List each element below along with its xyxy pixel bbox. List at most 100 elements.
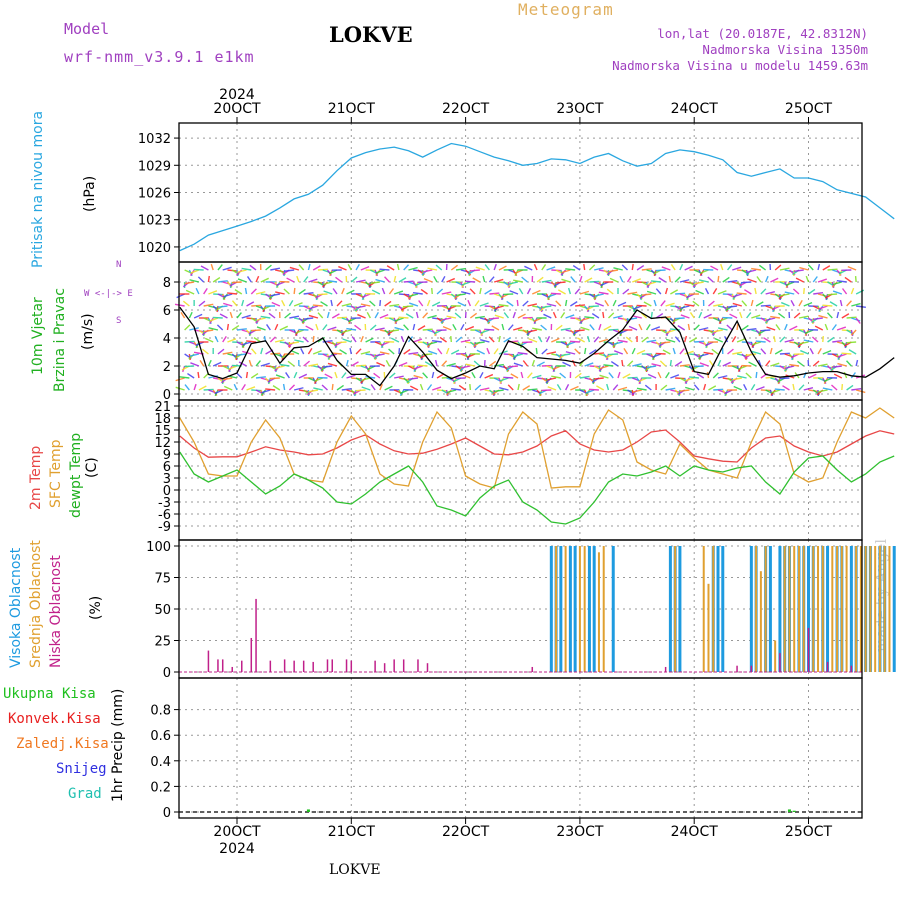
- wind-barb: [303, 317, 314, 320]
- wind-barb: [288, 384, 296, 391]
- wind-barb: [341, 372, 347, 379]
- wind-barb: [479, 387, 490, 391]
- wind-barb: [317, 293, 328, 296]
- wind-barb: [457, 301, 466, 307]
- mid-cloud-bar: [783, 546, 786, 672]
- temp-ytick-label: -6: [158, 508, 171, 523]
- wind-barb: [583, 263, 586, 271]
- wind-barb: [373, 372, 381, 379]
- wind-barb: [197, 276, 205, 283]
- wind-barb: [579, 275, 583, 283]
- wind-barb: [375, 269, 385, 274]
- wind-barb: [837, 362, 847, 367]
- wind-barb: [293, 371, 298, 379]
- wind-barb: [460, 365, 471, 369]
- wind-barb: [737, 365, 747, 370]
- wind-barb: [608, 353, 619, 356]
- wind-barb: [545, 335, 551, 343]
- wind-barb: [763, 337, 771, 343]
- wind-barb: [244, 287, 248, 295]
- wind-barb: [850, 329, 854, 337]
- wind-barb: [250, 329, 261, 332]
- wind-barb: [822, 335, 825, 343]
- wind-barb: [420, 288, 428, 295]
- wind-barb: [670, 389, 680, 393]
- wind-barb: [493, 278, 504, 283]
- wind-barb: [491, 325, 500, 331]
- bottom-day-label: 22OCT: [442, 824, 490, 840]
- wind-barb: [450, 387, 461, 391]
- wind-barb: [693, 324, 700, 331]
- wind-barb: [360, 281, 371, 285]
- wind-barb: [465, 325, 475, 331]
- wind-barb: [552, 311, 557, 319]
- station-title: LOKVE: [329, 22, 413, 47]
- wind-barb: [208, 290, 218, 295]
- wind-barb: [841, 383, 844, 391]
- wind-barb: [775, 324, 781, 331]
- low-cloud-bar: [807, 627, 810, 672]
- wind-barb: [498, 265, 507, 271]
- wind-barb: [398, 377, 409, 381]
- wind-barb: [800, 349, 809, 355]
- wind-barb: [617, 339, 628, 343]
- wind-barb: [723, 335, 729, 343]
- wind-barb: [446, 293, 457, 297]
- wind-barb: [265, 388, 276, 391]
- wind-barb: [755, 371, 758, 379]
- wind-barb: [736, 338, 746, 343]
- wind-barb: [327, 362, 338, 367]
- wind-barb: [450, 335, 453, 343]
- wind-barb: [527, 303, 538, 307]
- wind-barb: [222, 377, 233, 381]
- wind-barb: [848, 349, 857, 355]
- wind-barb: [222, 336, 227, 343]
- wind-barb: [195, 287, 200, 295]
- wind-barb: [535, 347, 538, 355]
- wind-barb: [695, 289, 705, 295]
- wind-barb: [765, 360, 771, 367]
- wind-barb: [312, 335, 315, 343]
- meteogram-title: Meteogram: [518, 0, 614, 19]
- wind-barb: [813, 291, 824, 295]
- wind-barb: [488, 317, 500, 320]
- wind-barb: [190, 362, 200, 367]
- wind-barb: [612, 341, 615, 349]
- wind-barb: [627, 291, 638, 295]
- wind-barb: [412, 338, 423, 343]
- top-day-label: 24OCT: [671, 101, 719, 117]
- wind-barb: [322, 324, 328, 331]
- wind-barb: [720, 263, 724, 271]
- wind-barb: [561, 278, 571, 283]
- wind-barb: [180, 312, 186, 319]
- wind-barb: [189, 279, 200, 283]
- wind-barb: [474, 384, 482, 391]
- wind-barb: [717, 275, 720, 283]
- wind-barb: [717, 305, 728, 309]
- wind-barb: [253, 337, 262, 343]
- wind-barb: [516, 299, 519, 307]
- wind-barb: [785, 281, 795, 287]
- wind-ytick-label: 4: [163, 332, 171, 347]
- wind-barb: [591, 312, 600, 319]
- wind-barb: [488, 276, 495, 283]
- wind-barb: [621, 264, 629, 271]
- wind-barb: [255, 376, 266, 379]
- wind-barb: [746, 328, 757, 331]
- dewpt-temp-line: [179, 451, 895, 525]
- wind-barb: [185, 289, 195, 295]
- high-cloud-bar: [568, 546, 572, 672]
- wind-barb: [689, 376, 700, 379]
- wind-barb: [602, 311, 605, 319]
- wind-barb: [574, 288, 581, 295]
- low-cloud-bar: [221, 659, 224, 672]
- wind-barb: [389, 329, 400, 333]
- wind-barb: [765, 317, 776, 322]
- wind-barb: [758, 359, 762, 367]
- wind-barb: [200, 265, 209, 271]
- wind-barb: [488, 336, 495, 343]
- wind-barb: [405, 313, 414, 319]
- mid-cloud-bar: [597, 552, 600, 672]
- wind-barb: [298, 373, 308, 379]
- wind-barb: [300, 347, 305, 355]
